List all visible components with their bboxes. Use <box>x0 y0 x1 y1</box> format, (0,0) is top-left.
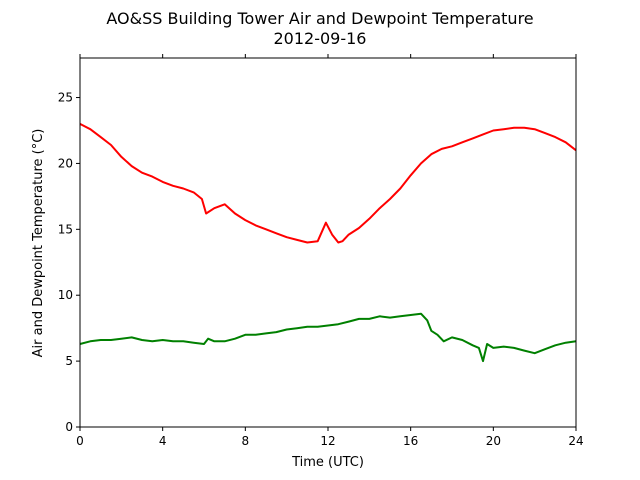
x-tick-label: 20 <box>486 434 501 448</box>
chart-title: AO&SS Building Tower Air and Dewpoint Te… <box>106 9 533 28</box>
x-tick-label: 8 <box>242 434 250 448</box>
x-tick-label: 0 <box>76 434 84 448</box>
series-line-1 <box>79 123 577 244</box>
series-line-2 <box>79 312 577 363</box>
y-axis-ticks: 0 5 10 15 20 25 <box>58 91 80 434</box>
y-tick-label: 0 <box>65 420 73 434</box>
series-lines <box>79 123 577 363</box>
y-tick-label: 20 <box>58 156 73 170</box>
y-axis-label: Air and Dewpoint Temperature (°C) <box>31 129 46 358</box>
x-axis-ticks: 0 4 8 12 16 20 24 <box>76 54 584 448</box>
x-tick-label: 4 <box>159 434 167 448</box>
y-tick-label: 5 <box>65 354 73 368</box>
plot-frame <box>79 57 577 428</box>
y-tick-label: 25 <box>58 91 73 105</box>
x-tick-label: 12 <box>320 434 335 448</box>
y-tick-label: 15 <box>58 222 73 236</box>
y-tick-label: 10 <box>58 288 73 302</box>
x-tick-label: 24 <box>568 434 583 448</box>
x-tick-label: 16 <box>403 434 418 448</box>
chart-subtitle: 2012-09-16 <box>274 29 367 48</box>
x-axis-label: Time (UTC) <box>291 455 364 470</box>
